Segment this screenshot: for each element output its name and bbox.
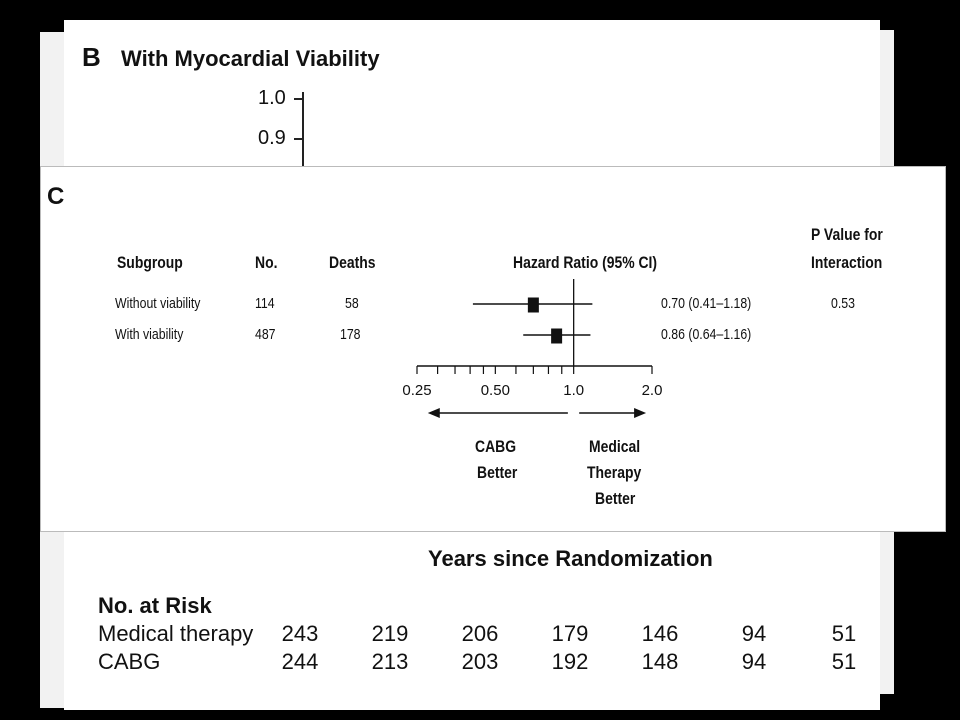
risk-value: 94 <box>741 621 767 646</box>
panel-edge <box>40 530 66 708</box>
header-p-value: P Value for <box>811 225 883 244</box>
risk-value: 146 <box>641 621 679 646</box>
b-y-axis <box>302 92 304 182</box>
row-hr-text: 0.86 (0.64–1.16) <box>661 326 752 343</box>
b-y-tickmark <box>294 138 304 140</box>
panel-edge <box>40 32 66 168</box>
header-deaths: Deaths <box>329 253 376 272</box>
row-no: 487 <box>255 326 276 343</box>
header-interaction: Interaction <box>811 253 883 272</box>
arrow-left-head <box>427 408 440 418</box>
risk-value: 213 <box>371 649 409 674</box>
risk-value: 148 <box>641 649 679 674</box>
hr-marker <box>527 297 539 313</box>
row-deaths: 178 <box>340 326 361 343</box>
panel-b-title: With Myocardial Viability <box>121 46 380 71</box>
row-no: 114 <box>255 295 275 312</box>
risk-table-title: No. at Risk <box>98 593 212 618</box>
direction-right-line: Therapy <box>587 463 642 482</box>
risk-value: 179 <box>551 621 589 646</box>
direction-left-line: Better <box>477 463 518 482</box>
b-y-tick-label: 0.9 <box>258 127 286 149</box>
header-no: No. <box>255 253 278 272</box>
row-hr-text: 0.70 (0.41–1.18) <box>661 295 752 312</box>
risk-value: 243 <box>281 621 319 646</box>
x-tick-label: 0.50 <box>481 382 510 399</box>
b-y-tick-label: 1.0 <box>258 87 286 109</box>
b-y-tickmark <box>294 98 304 100</box>
risk-value: 203 <box>461 649 499 674</box>
risk-value: 219 <box>371 621 409 646</box>
direction-right-line: Medical <box>589 437 641 456</box>
x-axis-label: Years since Randomization <box>428 546 713 571</box>
risk-row-name: Medical therapy <box>98 621 254 646</box>
x-tick-label: 1.0 <box>563 382 584 399</box>
x-tick-label: 0.25 <box>402 382 431 399</box>
arrow-right-head <box>634 408 647 418</box>
header-hazard-ratio: Hazard Ratio (95% CI) <box>513 253 658 272</box>
direction-right-line: Better <box>595 489 636 508</box>
direction-left-line: CABG <box>475 437 517 456</box>
row-subgroup: With viability <box>115 326 184 343</box>
row-deaths: 58 <box>345 295 359 312</box>
row-p-value: 0.53 <box>831 295 855 312</box>
risk-value: 94 <box>741 649 767 674</box>
forest-plot: 0.25 0.50 1.0 2.0 <box>402 279 663 418</box>
row-subgroup: Without viability <box>115 295 201 312</box>
risk-value: 206 <box>461 621 499 646</box>
risk-row-name: CABG <box>98 649 161 674</box>
risk-value: 51 <box>831 649 857 674</box>
risk-value: 192 <box>551 649 589 674</box>
x-tick-label: 2.0 <box>642 382 663 399</box>
hr-marker <box>551 328 563 344</box>
risk-value: 244 <box>281 649 319 674</box>
panel-c-letter: C <box>47 183 65 210</box>
header-subgroup: Subgroup <box>117 253 183 272</box>
panel-c: C Subgroup No. Deaths Hazard Ratio (95% … <box>40 166 946 532</box>
risk-value: 51 <box>831 621 857 646</box>
panel-b-letter: B <box>82 42 101 72</box>
